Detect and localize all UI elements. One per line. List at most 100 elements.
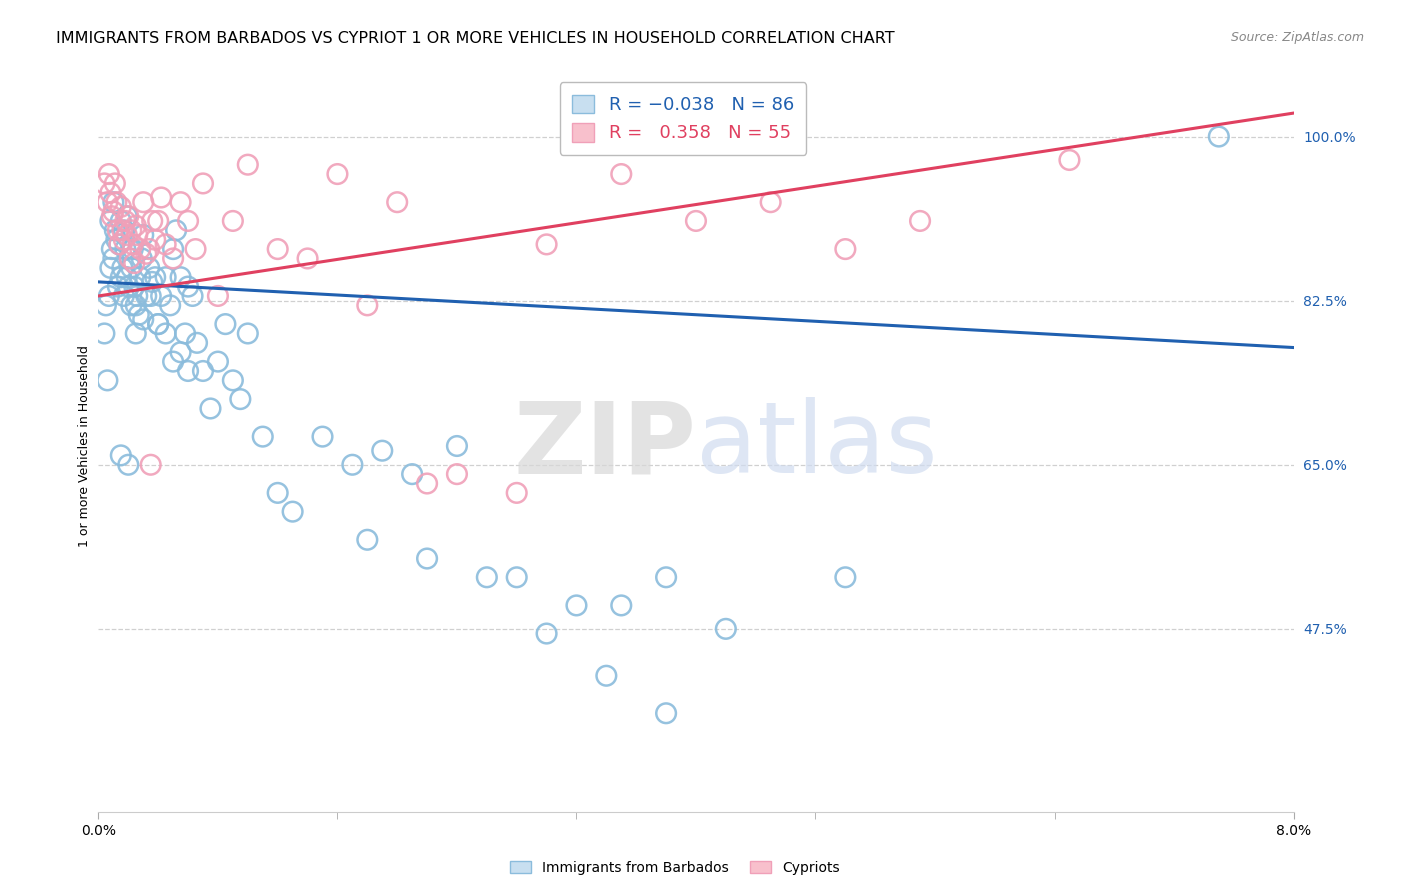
Point [595, 669, 617, 683]
Point [169, 345, 191, 359]
Point [135, 246, 157, 260]
Point [714, 622, 737, 636]
Point [97, 289, 120, 303]
Point [177, 364, 200, 378]
Point [107, 279, 129, 293]
Point [117, 209, 139, 223]
Point [416, 551, 439, 566]
Point [124, 279, 146, 293]
Point [120, 260, 142, 275]
Point [105, 195, 128, 210]
Point [155, 326, 177, 341]
Point [132, 195, 155, 210]
Point [159, 298, 181, 312]
Point [191, 364, 214, 378]
Point [141, 275, 163, 289]
Point [191, 177, 214, 191]
Point [120, 223, 142, 237]
Point [169, 270, 191, 285]
Point [143, 270, 166, 285]
Point [129, 242, 152, 256]
Point [110, 449, 132, 463]
Point [908, 214, 931, 228]
Y-axis label: 1 or more Vehicles in Household: 1 or more Vehicles in Household [79, 345, 91, 547]
Point [655, 706, 678, 721]
Point [104, 177, 127, 191]
Legend: Immigrants from Barbados, Cypriots: Immigrants from Barbados, Cypriots [505, 855, 845, 880]
Point [655, 570, 678, 584]
Point [114, 242, 136, 256]
Point [111, 223, 134, 237]
Point [117, 279, 139, 293]
Point [129, 270, 152, 285]
Point [148, 317, 170, 331]
Point [120, 298, 142, 312]
Point [98, 260, 122, 275]
Point [356, 533, 378, 547]
Point [112, 223, 135, 237]
Point [111, 260, 134, 275]
Point [311, 429, 333, 443]
Point [150, 190, 173, 204]
Point [108, 237, 131, 252]
Point [115, 270, 138, 285]
Point [128, 308, 150, 322]
Point [101, 242, 124, 256]
Point [536, 626, 558, 640]
Point [139, 289, 162, 303]
Point [103, 204, 125, 219]
Point [127, 227, 149, 242]
Point [148, 214, 170, 228]
Point [155, 237, 177, 252]
Point [446, 467, 468, 482]
Point [132, 227, 155, 242]
Point [177, 279, 200, 293]
Point [416, 476, 439, 491]
Point [759, 195, 782, 210]
Point [186, 335, 208, 350]
Point [110, 270, 132, 285]
Point [252, 429, 274, 443]
Point [114, 214, 136, 228]
Point [342, 458, 364, 472]
Point [207, 354, 229, 368]
Point [125, 298, 148, 312]
Point [1059, 153, 1081, 167]
Point [401, 467, 423, 482]
Point [132, 312, 155, 326]
Point [103, 252, 125, 266]
Text: ZIP: ZIP [513, 398, 696, 494]
Point [139, 458, 162, 472]
Text: atlas: atlas [696, 398, 938, 494]
Point [236, 326, 259, 341]
Point [267, 242, 290, 256]
Point [162, 242, 184, 256]
Point [834, 570, 856, 584]
Point [281, 505, 304, 519]
Point [169, 195, 191, 210]
Text: Source: ZipAtlas.com: Source: ZipAtlas.com [1230, 31, 1364, 45]
Point [165, 223, 187, 237]
Point [110, 200, 132, 214]
Point [162, 354, 184, 368]
Point [125, 219, 148, 233]
Point [222, 214, 245, 228]
Point [506, 570, 529, 584]
Point [181, 289, 204, 303]
Point [610, 167, 633, 181]
Point [236, 158, 259, 172]
Point [96, 373, 118, 387]
Point [229, 392, 252, 406]
Point [475, 570, 498, 584]
Point [222, 373, 245, 387]
Point [94, 298, 117, 312]
Point [135, 289, 157, 303]
Point [138, 242, 160, 256]
Point [297, 252, 319, 266]
Point [131, 252, 153, 266]
Point [446, 439, 468, 453]
Point [112, 233, 135, 247]
Point [115, 209, 138, 223]
Point [108, 237, 131, 252]
Point [96, 195, 118, 210]
